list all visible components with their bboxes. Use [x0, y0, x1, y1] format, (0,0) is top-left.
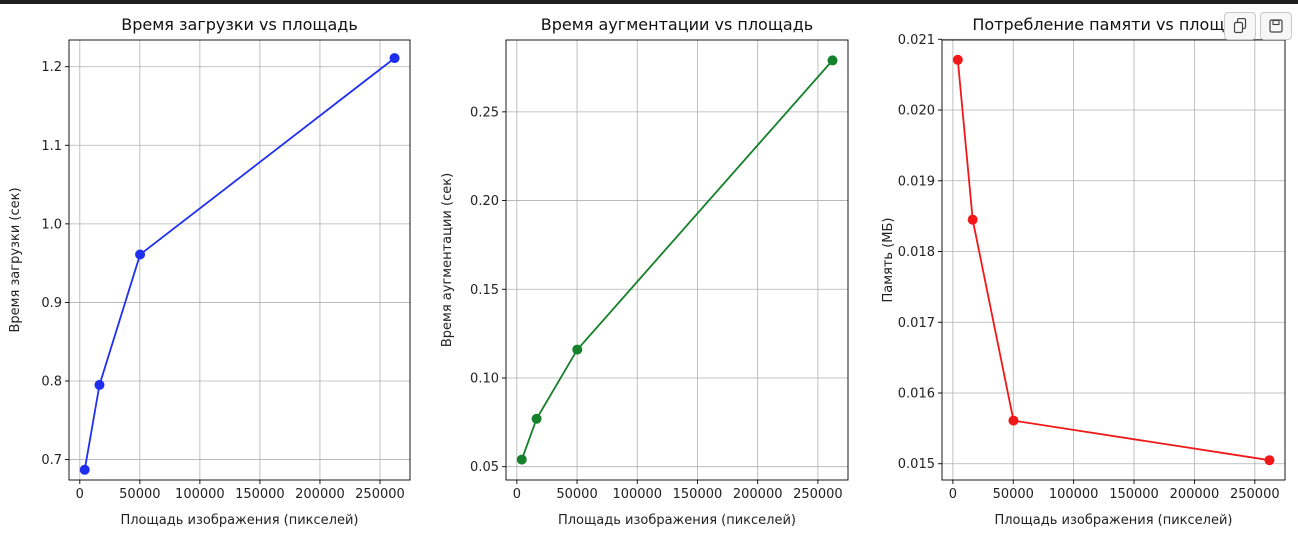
y-tick-label: 0.15: [470, 283, 499, 298]
copy-button[interactable]: [1224, 12, 1256, 40]
x-tick-label: 50000: [556, 487, 597, 502]
x-tick-label: 0: [76, 487, 84, 502]
y-tick-label: 0.7: [41, 453, 62, 468]
y-axis-label: Время загрузки (сек): [8, 187, 23, 332]
data-point: [1264, 455, 1275, 466]
y-tick-label: 0.019: [898, 174, 935, 189]
save-icon: [1269, 19, 1283, 33]
subplot-2: 0 50000 100000 150000 200000 250000 0.05 0.10 0.…: [440, 15, 849, 528]
data-point: [952, 54, 963, 65]
data-point: [1008, 415, 1019, 426]
y-axis-label: Время аугментации (сек): [440, 173, 455, 347]
plot-frame: [68, 39, 411, 481]
chart-title: Время загрузки vs площадь: [121, 15, 358, 34]
x-tick-label: 150000: [673, 487, 723, 502]
data-point: [516, 454, 527, 465]
y-tick-label: 0.10: [470, 371, 499, 386]
data-point: [531, 413, 542, 424]
x-tick-label: 100000: [175, 487, 225, 502]
y-tick-label: 0.021: [898, 33, 935, 48]
x-tick-label: 250000: [355, 487, 405, 502]
data-point: [94, 379, 105, 390]
y-tick-label: 0.020: [898, 104, 935, 119]
series-line: [956, 59, 1270, 462]
y-axis-label: Память (МБ): [881, 217, 896, 302]
output-toolbar: [1224, 12, 1292, 40]
y-tick-label: 0.017: [898, 316, 935, 331]
data-point: [389, 53, 400, 64]
y-tick-label: 0.05: [470, 460, 499, 475]
x-tick-label: 150000: [1109, 487, 1159, 502]
plot-frame: [505, 39, 849, 481]
y-tick-label: 0.8: [41, 375, 62, 390]
data-point: [572, 344, 583, 355]
data-point: [135, 249, 146, 260]
plot-frame: [941, 39, 1286, 481]
save-button[interactable]: [1260, 12, 1292, 40]
chart-title: Время аугментации vs площадь: [541, 15, 813, 34]
series-line: [83, 57, 396, 470]
data-point: [827, 55, 838, 66]
y-tick-label: 0.015: [898, 457, 935, 472]
x-tick-label: 250000: [1230, 487, 1280, 502]
figure-canvas: 0 50000 100000 150000 200000 250000 0.7 0.8 0.9 1…: [0, 4, 1298, 537]
x-tick-label: 150000: [235, 487, 285, 502]
chart-title: Потребление памяти vs площадь: [972, 15, 1254, 34]
y-tick-label: 0.016: [898, 386, 935, 401]
y-tick-label: 1.0: [41, 217, 62, 232]
x-tick-label: 250000: [793, 487, 843, 502]
x-tick-label: 100000: [1049, 487, 1099, 502]
x-tick-label: 200000: [295, 487, 345, 502]
y-tick-label: 0.018: [898, 245, 935, 260]
chart-figure: 0 50000 100000 150000 200000 250000 0.7 0.8 0.9 1…: [8, 15, 1286, 528]
x-tick-label: 200000: [1170, 487, 1220, 502]
x-tick-label: 0: [513, 487, 521, 502]
y-tick-label: 1.1: [41, 139, 62, 154]
subplot-1: 0 50000 100000 150000 200000 250000 0.7 0.8 0.9 1…: [8, 15, 411, 528]
copy-icon: [1233, 18, 1247, 34]
x-axis-label: Площадь изображения (пикселей): [994, 513, 1232, 528]
y-tick-label: 0.25: [470, 105, 499, 120]
data-point: [967, 214, 978, 225]
x-tick-label: 100000: [612, 487, 662, 502]
x-tick-label: 50000: [119, 487, 160, 502]
subplot-3: 0 50000 100000 150000 200000 250000 0.015 0.016…: [881, 15, 1286, 528]
x-axis-label: Площадь изображения (пикселей): [558, 513, 796, 528]
x-tick-label: 50000: [993, 487, 1034, 502]
y-tick-label: 0.9: [41, 296, 62, 311]
y-tick-label: 0.20: [470, 194, 499, 209]
data-point: [79, 464, 90, 475]
x-tick-label: 200000: [733, 487, 783, 502]
series-line: [520, 59, 834, 460]
x-tick-label: 0: [949, 487, 957, 502]
y-tick-label: 1.2: [41, 60, 62, 75]
x-axis-label: Площадь изображения (пикселей): [120, 513, 358, 528]
